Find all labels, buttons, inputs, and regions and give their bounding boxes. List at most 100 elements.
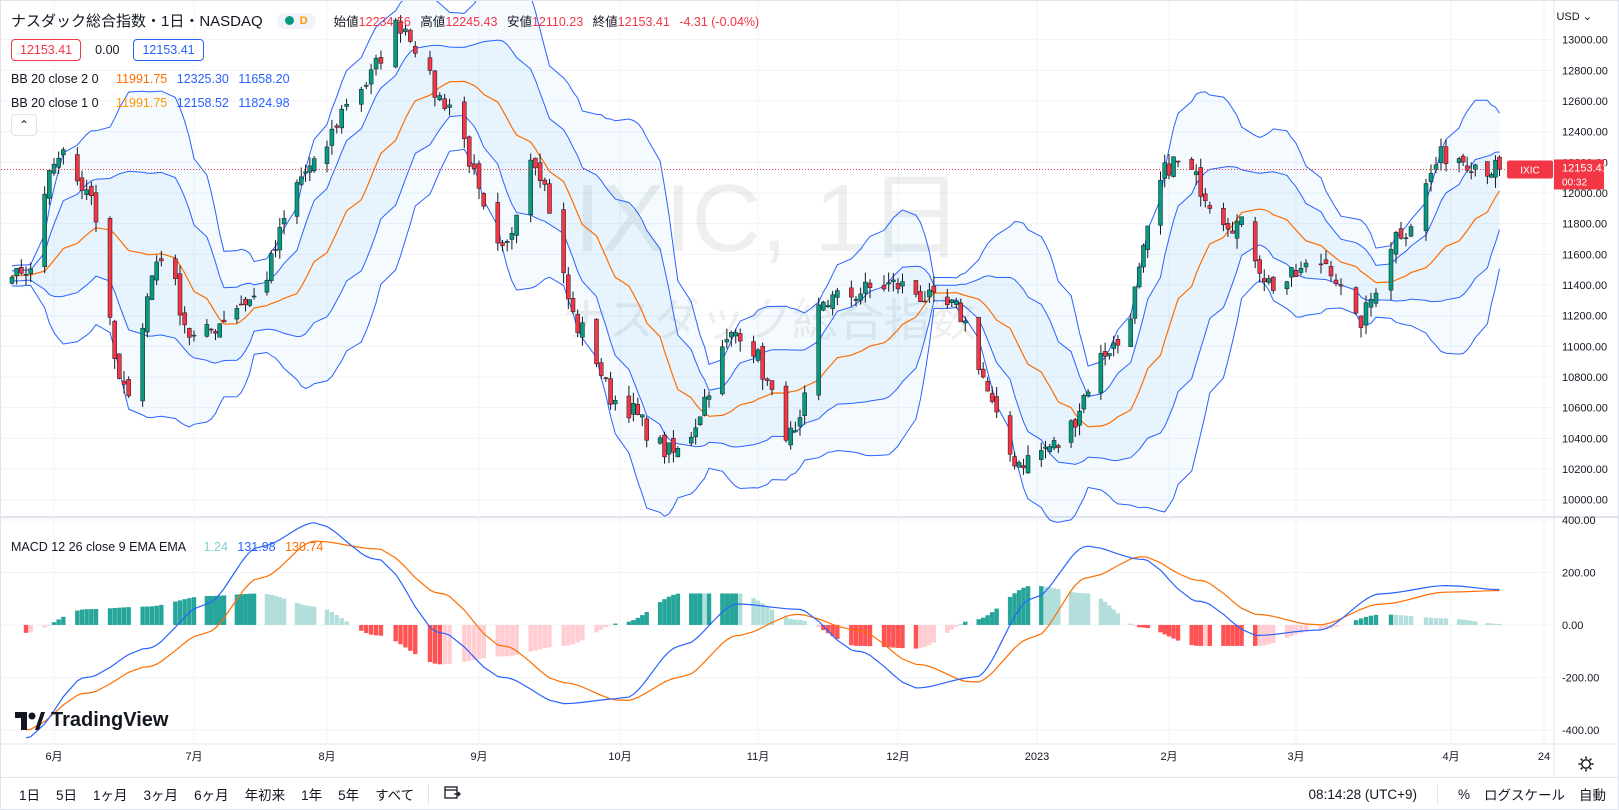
macd-histogram-bar xyxy=(671,594,676,625)
candle-body xyxy=(251,295,257,298)
bb1-legend[interactable]: BB 20 close 1 0 11991.75 12158.52 11824.… xyxy=(11,96,296,110)
macd-histogram-bar xyxy=(1073,592,1078,625)
candle-body xyxy=(1438,146,1444,164)
log-scale-button[interactable]: ログスケール xyxy=(1484,788,1565,803)
macd-histogram-bar xyxy=(825,624,831,634)
candle-body xyxy=(867,282,873,288)
range-5d-button[interactable]: 5日 xyxy=(56,787,78,803)
candle-body xyxy=(958,302,964,323)
candle-body xyxy=(1289,267,1294,278)
macd-histogram-bar xyxy=(561,624,566,646)
macd-histogram-bar xyxy=(447,624,452,664)
macd-histogram-bar xyxy=(1203,624,1208,646)
candle-body xyxy=(1333,279,1339,284)
tradingview-logo[interactable]: TradingView xyxy=(15,709,168,732)
candle-body xyxy=(408,29,413,42)
settings-gear-icon[interactable] xyxy=(1578,756,1594,772)
macd-histogram-bar xyxy=(204,596,210,625)
macd-histogram-bar xyxy=(976,619,981,625)
macd-histogram-bar xyxy=(802,620,807,625)
currency-select[interactable]: USD ⌄ xyxy=(1556,11,1592,23)
candle-body xyxy=(182,312,187,326)
candle-body xyxy=(954,300,959,305)
macd-histogram-bar xyxy=(1051,588,1057,625)
macd-histogram-bar xyxy=(368,624,374,635)
macd-histogram-bar xyxy=(437,624,442,665)
macd-histogram-bar xyxy=(886,624,891,648)
macd-histogram-bar xyxy=(324,609,330,625)
candle-body xyxy=(1358,315,1364,328)
symbol-title[interactable]: ナスダック総合指数・1日・NASDAQ xyxy=(11,13,263,30)
bb2-legend[interactable]: BB 20 close 2 0 11991.75 12325.30 11658.… xyxy=(11,72,296,86)
range-all-button[interactable]: すべて xyxy=(375,787,415,803)
candle-body xyxy=(9,276,15,284)
candle-body xyxy=(1207,205,1213,209)
candle-body xyxy=(191,334,197,337)
macd-histogram-bar xyxy=(867,624,873,647)
macd-histogram-bar xyxy=(881,624,887,648)
candle-body xyxy=(542,179,548,185)
range-6m-button[interactable]: 6ヶ月 xyxy=(194,787,229,803)
candle-body xyxy=(1081,395,1087,410)
collapse-legend-button[interactable]: ⌃ xyxy=(11,114,37,136)
buy-price-button[interactable]: 12153.41 xyxy=(133,39,204,61)
candle-body xyxy=(247,299,253,306)
macd-histogram-bar xyxy=(329,612,335,625)
candle-body xyxy=(1303,262,1309,268)
macd-histogram-bar xyxy=(783,617,789,625)
macd-legend[interactable]: MACD 12 26 close 9 EMA EMA 1.24 131.98 1… xyxy=(11,540,329,554)
candle-body xyxy=(1363,302,1369,326)
macd-histogram-bar xyxy=(599,624,604,630)
candle-body xyxy=(1403,237,1409,240)
macd-histogram-bar xyxy=(23,624,29,633)
candle-body xyxy=(442,98,447,109)
macd-histogram-bar xyxy=(1136,624,1142,628)
macd-histogram-bar xyxy=(816,624,821,628)
time-tick-label: 12月 xyxy=(886,751,909,763)
time-tick-label: 6月 xyxy=(45,751,62,763)
candle-body xyxy=(886,282,891,285)
range-1y-button[interactable]: 1年 xyxy=(301,787,323,803)
candle-body xyxy=(561,209,566,274)
candle-body xyxy=(495,202,501,244)
range-1d-button[interactable]: 1日 xyxy=(19,787,41,803)
candle-body xyxy=(363,85,369,87)
open-value: 12234.56 xyxy=(358,15,411,29)
range-ytd-button[interactable]: 年初来 xyxy=(244,787,286,803)
macd-histogram-bar xyxy=(1443,618,1449,625)
range-3m-button[interactable]: 3ヶ月 xyxy=(143,787,179,803)
macd-histogram-bar xyxy=(1102,601,1108,625)
low-label: 安値 xyxy=(506,15,532,29)
auto-scale-button[interactable]: 自動 xyxy=(1579,788,1606,803)
candle-body xyxy=(509,233,515,240)
candle-body xyxy=(765,378,770,381)
macd-histogram-bar xyxy=(84,609,89,625)
range-5y-button[interactable]: 5年 xyxy=(338,787,360,803)
candle-body xyxy=(432,70,438,98)
candle-body xyxy=(303,171,308,174)
candle-body xyxy=(608,378,613,405)
range-1m-button[interactable]: 1ヶ月 xyxy=(93,787,128,803)
candle-body xyxy=(1428,173,1434,182)
clock-readout[interactable]: 08:14:28 (UTC+9) xyxy=(1308,786,1417,802)
price-tick-label: 11800.00 xyxy=(1562,219,1607,231)
macd-histogram-bar xyxy=(1198,624,1203,646)
close-label: 終値 xyxy=(592,15,618,29)
macd-histogram-bar xyxy=(1085,593,1091,625)
status-badge[interactable]: D xyxy=(276,12,316,29)
macd-histogram-bar xyxy=(1145,624,1150,629)
candle-body xyxy=(976,317,981,371)
sell-price-button[interactable]: 12153.41 xyxy=(11,39,82,61)
candle-body xyxy=(238,303,244,306)
candle-body xyxy=(918,291,923,302)
goto-date-icon[interactable] xyxy=(435,784,469,803)
chart-canvas[interactable]: 13000.0012800.0012600.0012400.0012200.00… xyxy=(1,1,1618,777)
candle-body xyxy=(1198,167,1203,197)
candle-body xyxy=(751,341,756,357)
percent-scale-button[interactable]: % xyxy=(1457,786,1470,802)
candle-body xyxy=(657,437,663,444)
macd-histogram-bar xyxy=(269,594,274,625)
macd-histogram-bar xyxy=(1456,619,1462,625)
macd-histogram-bar xyxy=(931,624,937,643)
